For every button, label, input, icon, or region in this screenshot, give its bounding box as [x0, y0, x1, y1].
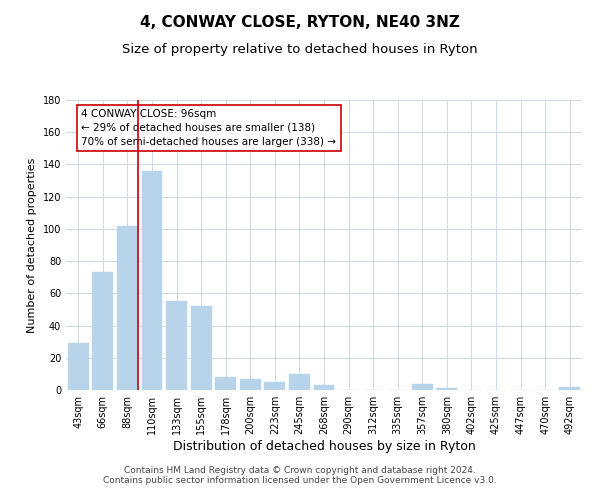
Bar — [68, 344, 89, 390]
Bar — [92, 272, 113, 390]
Bar — [215, 377, 236, 390]
Bar — [436, 388, 457, 390]
Bar — [166, 302, 187, 390]
Bar — [191, 306, 212, 390]
Bar — [142, 171, 163, 390]
Text: Contains HM Land Registry data © Crown copyright and database right 2024.
Contai: Contains HM Land Registry data © Crown c… — [103, 466, 497, 485]
Text: Size of property relative to detached houses in Ryton: Size of property relative to detached ho… — [122, 42, 478, 56]
Bar — [289, 374, 310, 390]
Bar — [412, 384, 433, 390]
Y-axis label: Number of detached properties: Number of detached properties — [27, 158, 37, 332]
Bar — [314, 385, 334, 390]
Bar — [559, 387, 580, 390]
X-axis label: Distribution of detached houses by size in Ryton: Distribution of detached houses by size … — [173, 440, 475, 453]
Bar — [240, 378, 261, 390]
Bar — [117, 226, 138, 390]
Bar — [265, 382, 286, 390]
Text: 4 CONWAY CLOSE: 96sqm
← 29% of detached houses are smaller (138)
70% of semi-det: 4 CONWAY CLOSE: 96sqm ← 29% of detached … — [82, 108, 337, 146]
Text: 4, CONWAY CLOSE, RYTON, NE40 3NZ: 4, CONWAY CLOSE, RYTON, NE40 3NZ — [140, 15, 460, 30]
